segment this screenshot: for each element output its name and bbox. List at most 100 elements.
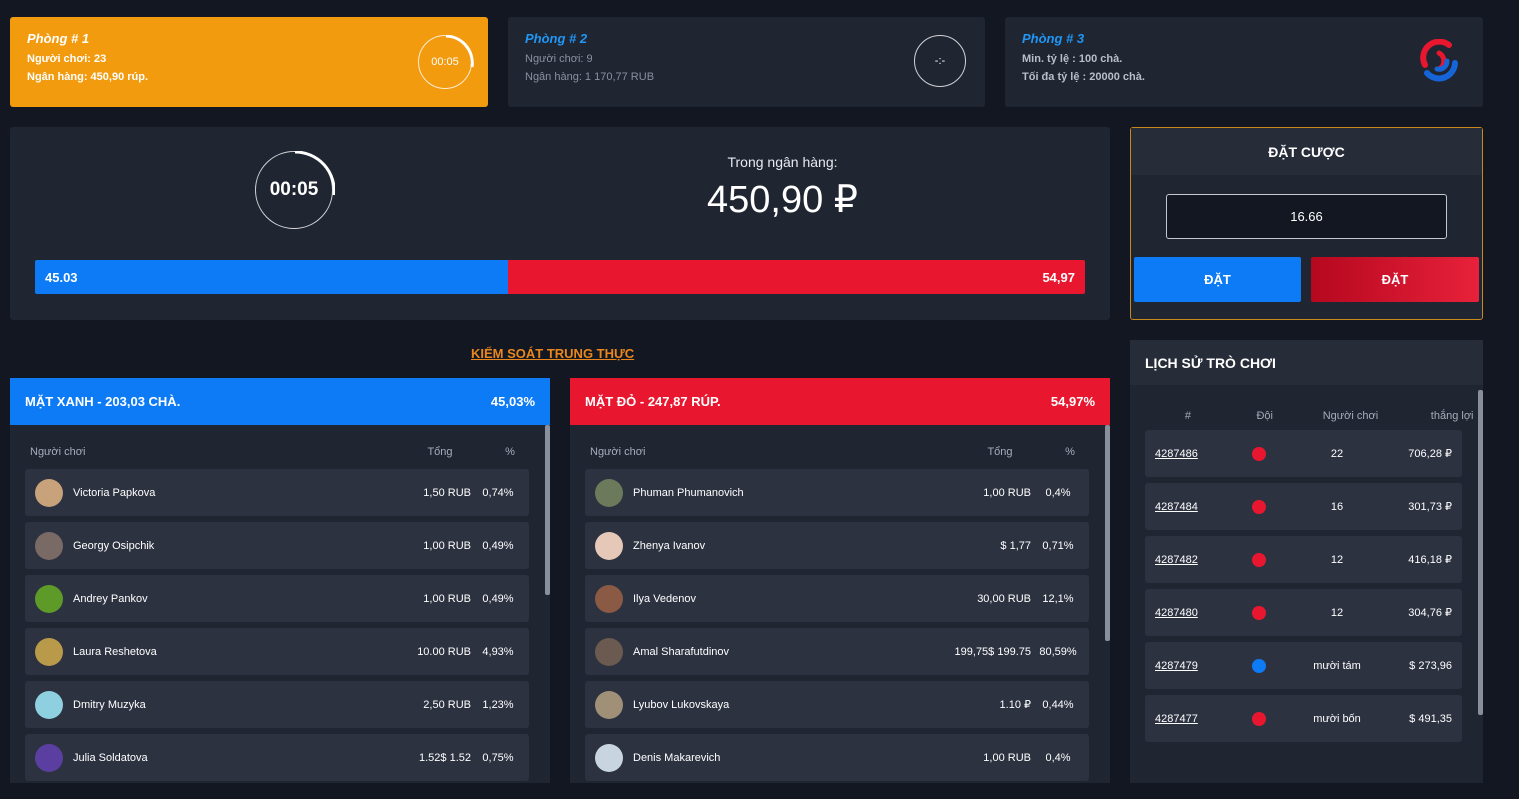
room-timer: -:- [914,35,966,87]
player-name: Julia Soldatova [73,751,148,764]
player-row: Denis Makarevich 1,00 RUB 0,4% [585,734,1089,781]
avatar [595,531,623,560]
history-columns: # Đội Người chơi thắng lợi [1130,408,1483,424]
team-indicator [1221,499,1297,514]
team-indicator [1221,711,1297,726]
player-name: Denis Makarevich [633,751,721,764]
room-card-3[interactable]: Phòng # 3 Min. tỷ lệ : 100 chà. Tối đa t… [1005,17,1483,107]
team-red-scrollbar[interactable] [1105,425,1110,641]
room-title: Phòng # 1 [27,31,90,46]
player-percent: 0,44% [1042,698,1074,711]
bet-panel: ĐẶT CƯỢC ĐẶT ĐẶT [1130,127,1483,320]
round-timer: 00:05 [255,151,335,229]
team-red-panel: MẶT ĐỎ - 247,87 RÚP. 54,97% Người chơi T… [570,378,1110,783]
avatar [595,637,623,666]
col-player: Người chơi [30,446,86,458]
bank-label: Trong ngân hàng: [727,154,838,170]
round-timer-value: 00:05 [269,179,319,200]
team-indicator [1221,446,1297,461]
col-total: Tổng [427,446,453,458]
player-total: 1.52$ 1.52 [419,751,471,764]
game-id-link[interactable]: 4287477 [1155,712,1198,725]
room-bank: Ngân hàng: 1 170,77 RUB [525,71,655,83]
game-id-link[interactable]: 4287480 [1155,606,1198,619]
player-row: Phuman Phumanovich 1,00 RUB 0,4% [585,469,1089,516]
bank-value: 450,90 ₽ [707,179,858,221]
player-row: Andrey Pankov 1,00 RUB 0,49% [25,575,529,622]
player-name: Zhenya Ivanov [633,539,706,552]
player-row: Amal Sharafutdinov 199,75$ 199.75 80,59% [585,628,1089,675]
team-red-percent: 54,97% [1050,394,1095,409]
avatar [35,743,63,772]
player-name: Phuman Phumanovich [633,486,744,499]
team-blue-list: Victoria Papkova 1,50 RUB 0,74% Georgy Osip… [10,469,550,781]
player-row: Georgy Osipchik 1,00 RUB 0,49% [25,522,529,569]
honest-control-link[interactable]: KIỂM SOÁT TRUNG THỰC [471,346,635,361]
team-indicator [1221,658,1297,673]
history-win: 301,73 ₽ [1408,501,1452,513]
col-team: Đội [1256,410,1273,422]
team-blue-title: MẶT XANH - 203,03 CHÀ. [25,394,181,409]
avatar [595,478,623,507]
team-red-list: Phuman Phumanovich 1,00 RUB 0,4% Zhenya Iva… [570,469,1110,781]
room-timer-value: 00:05 [431,56,459,68]
player-total: 1,50 RUB [423,486,471,499]
player-percent: 0,71% [1042,539,1074,552]
game-id-link[interactable]: 4287482 [1155,553,1198,566]
player-total: $ 1,77 [1000,539,1031,552]
team-blue-scrollbar[interactable] [545,425,550,595]
player-row: Victoria Papkova 1,50 RUB 0,74% [25,469,529,516]
history-win: $ 273,96 [1409,659,1452,672]
team-dot-icon [1252,446,1266,461]
room-players: Người chơi: 9 [525,53,593,65]
player-total: 30,00 RUB [977,592,1031,605]
history-scrollbar[interactable] [1478,390,1483,715]
history-title: LỊCH SỬ TRÒ CHƠI [1130,340,1483,385]
avatar [595,690,623,719]
room-players: Người chơi: 23 [27,53,107,65]
player-name: Laura Reshetova [73,645,157,658]
history-row: 4287484 16 301,73 ₽ [1145,483,1462,530]
player-name: Dmitry Muzyka [73,698,146,711]
game-id-link[interactable]: 4287479 [1155,659,1198,672]
timer-arc-icon [445,35,474,68]
col-id: # [1184,410,1191,422]
player-total: 199,75$ 199.75 [954,645,1031,658]
room-card-1[interactable]: Phòng # 1 Người chơi: 23 Ngân hàng: 450,… [10,17,488,107]
player-name: Amal Sharafutdinov [633,645,729,658]
player-total: 1,00 RUB [423,592,471,605]
team-blue-panel: MẶT XANH - 203,03 CHÀ. 45,03% Người chơi… [10,378,550,783]
avatar [35,637,63,666]
player-row: Zhenya Ivanov $ 1,77 0,71% [585,522,1089,569]
team-dot-icon [1252,605,1266,620]
room-card-2[interactable]: Phòng # 2 Người chơi: 9 Ngân hàng: 1 170… [508,17,985,107]
history-players: mười bốn [1313,712,1361,725]
history-players: mười tám [1313,659,1361,672]
history-players: 12 [1330,606,1344,619]
player-name: Georgy Osipchik [73,539,155,552]
history-row: 4287477 mười bốn $ 491,35 [1145,695,1462,742]
player-percent: 0,49% [482,592,514,605]
game-id-link[interactable]: 4287484 [1155,500,1198,513]
odds-bar: 45.03 54,97 [35,260,1085,294]
team-blue-columns: Người chơi Tổng % [10,442,550,462]
team-dot-icon [1252,658,1266,673]
history-win: 304,76 ₽ [1408,607,1452,619]
game-history-panel: LỊCH SỬ TRÒ CHƠI # Đội Người chơi thắng … [1130,340,1483,783]
bet-blue-button[interactable]: ĐẶT [1134,257,1301,302]
player-total: 10.00 RUB [417,645,471,658]
player-percent: 0,74% [482,486,514,499]
player-percent: 0,4% [1045,751,1071,764]
game-id-link[interactable]: 4287486 [1155,447,1198,460]
player-total: 1.10 ₽ [999,699,1031,711]
bet-amount-input[interactable] [1166,194,1447,239]
player-name: Victoria Papkova [73,486,156,499]
avatar [35,690,63,719]
history-row: 4287479 mười tám $ 273,96 [1145,642,1462,689]
room-min-bet: Min. tỷ lệ : 100 chà. [1022,53,1123,65]
room-timer: 00:05 [418,35,474,89]
bet-red-button[interactable]: ĐẶT [1311,257,1479,302]
player-percent: 0,4% [1045,486,1071,499]
avatar [595,584,623,613]
room-title: Phòng # 3 [1022,31,1085,46]
